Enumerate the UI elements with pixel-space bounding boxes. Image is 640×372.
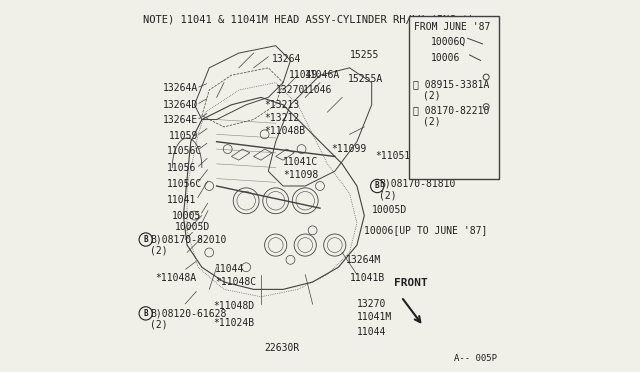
Text: *11051A: *11051A <box>376 151 417 161</box>
Text: 15255A: 15255A <box>348 74 383 84</box>
Text: 22630R: 22630R <box>264 343 300 353</box>
Text: B)08120-61628
(2): B)08120-61628 (2) <box>150 308 227 330</box>
Text: 11056: 11056 <box>167 163 196 173</box>
Text: 11046A: 11046A <box>305 70 340 80</box>
Text: 13264A: 13264A <box>163 83 198 93</box>
Text: 10005: 10005 <box>172 211 202 221</box>
Text: B)08170-81810
(2): B)08170-81810 (2) <box>379 179 456 201</box>
Text: 11059: 11059 <box>168 131 198 141</box>
Text: *13213: *13213 <box>264 100 300 110</box>
FancyBboxPatch shape <box>408 16 499 179</box>
Text: *11048C: *11048C <box>215 277 256 287</box>
Text: B)08170-82010
(2): B)08170-82010 (2) <box>150 234 227 256</box>
Text: 11041C: 11041C <box>283 157 318 167</box>
Text: 11044: 11044 <box>357 327 387 337</box>
Text: 10005D: 10005D <box>175 222 211 232</box>
Text: 11056C: 11056C <box>167 146 202 156</box>
Text: 10006[UP TO JUNE '87]: 10006[UP TO JUNE '87] <box>364 225 488 235</box>
Text: 15255: 15255 <box>349 50 379 60</box>
Text: B: B <box>143 235 148 244</box>
Text: NOTE) 11041 & 11041M HEAD ASSY-CYLINDER RH/LH (INC.*): NOTE) 11041 & 11041M HEAD ASSY-CYLINDER … <box>143 14 474 24</box>
Text: 11046: 11046 <box>303 85 332 95</box>
Text: (2): (2) <box>424 116 441 126</box>
Text: 11041: 11041 <box>167 195 196 205</box>
Text: 11056C: 11056C <box>167 179 202 189</box>
Text: Ⓑ 08170-82210: Ⓑ 08170-82210 <box>413 105 490 115</box>
Text: 11049: 11049 <box>289 70 318 80</box>
Text: 13270: 13270 <box>276 85 305 95</box>
Text: *11048A: *11048A <box>156 273 197 283</box>
Text: *11048D: *11048D <box>213 301 254 311</box>
Text: 10006: 10006 <box>431 53 460 63</box>
Text: 10006Q: 10006Q <box>431 36 466 46</box>
Text: *11098: *11098 <box>283 170 318 180</box>
Text: 13264E: 13264E <box>163 115 198 125</box>
Text: 13264: 13264 <box>272 54 301 64</box>
Text: 13264D: 13264D <box>163 100 198 110</box>
Text: 13270: 13270 <box>357 299 387 309</box>
Text: 13264M: 13264M <box>346 255 381 265</box>
Text: FROM JUNE '87: FROM JUNE '87 <box>414 22 490 32</box>
Text: *13212: *13212 <box>264 113 300 123</box>
Text: 11041B: 11041B <box>349 273 385 283</box>
Text: *11099: *11099 <box>331 144 366 154</box>
Text: 11041M: 11041M <box>357 312 392 322</box>
Text: *11048B: *11048B <box>264 126 306 137</box>
Text: B: B <box>375 182 380 190</box>
Text: *11024B: *11024B <box>213 318 254 328</box>
Text: A-- 005P: A-- 005P <box>454 354 497 363</box>
Text: B: B <box>143 309 148 318</box>
Text: (2): (2) <box>424 91 441 101</box>
Text: Ⓦ 08915-3381A: Ⓦ 08915-3381A <box>413 79 490 89</box>
Text: 11044: 11044 <box>215 264 244 274</box>
Text: FRONT: FRONT <box>394 278 428 288</box>
Text: 10005D: 10005D <box>372 205 407 215</box>
